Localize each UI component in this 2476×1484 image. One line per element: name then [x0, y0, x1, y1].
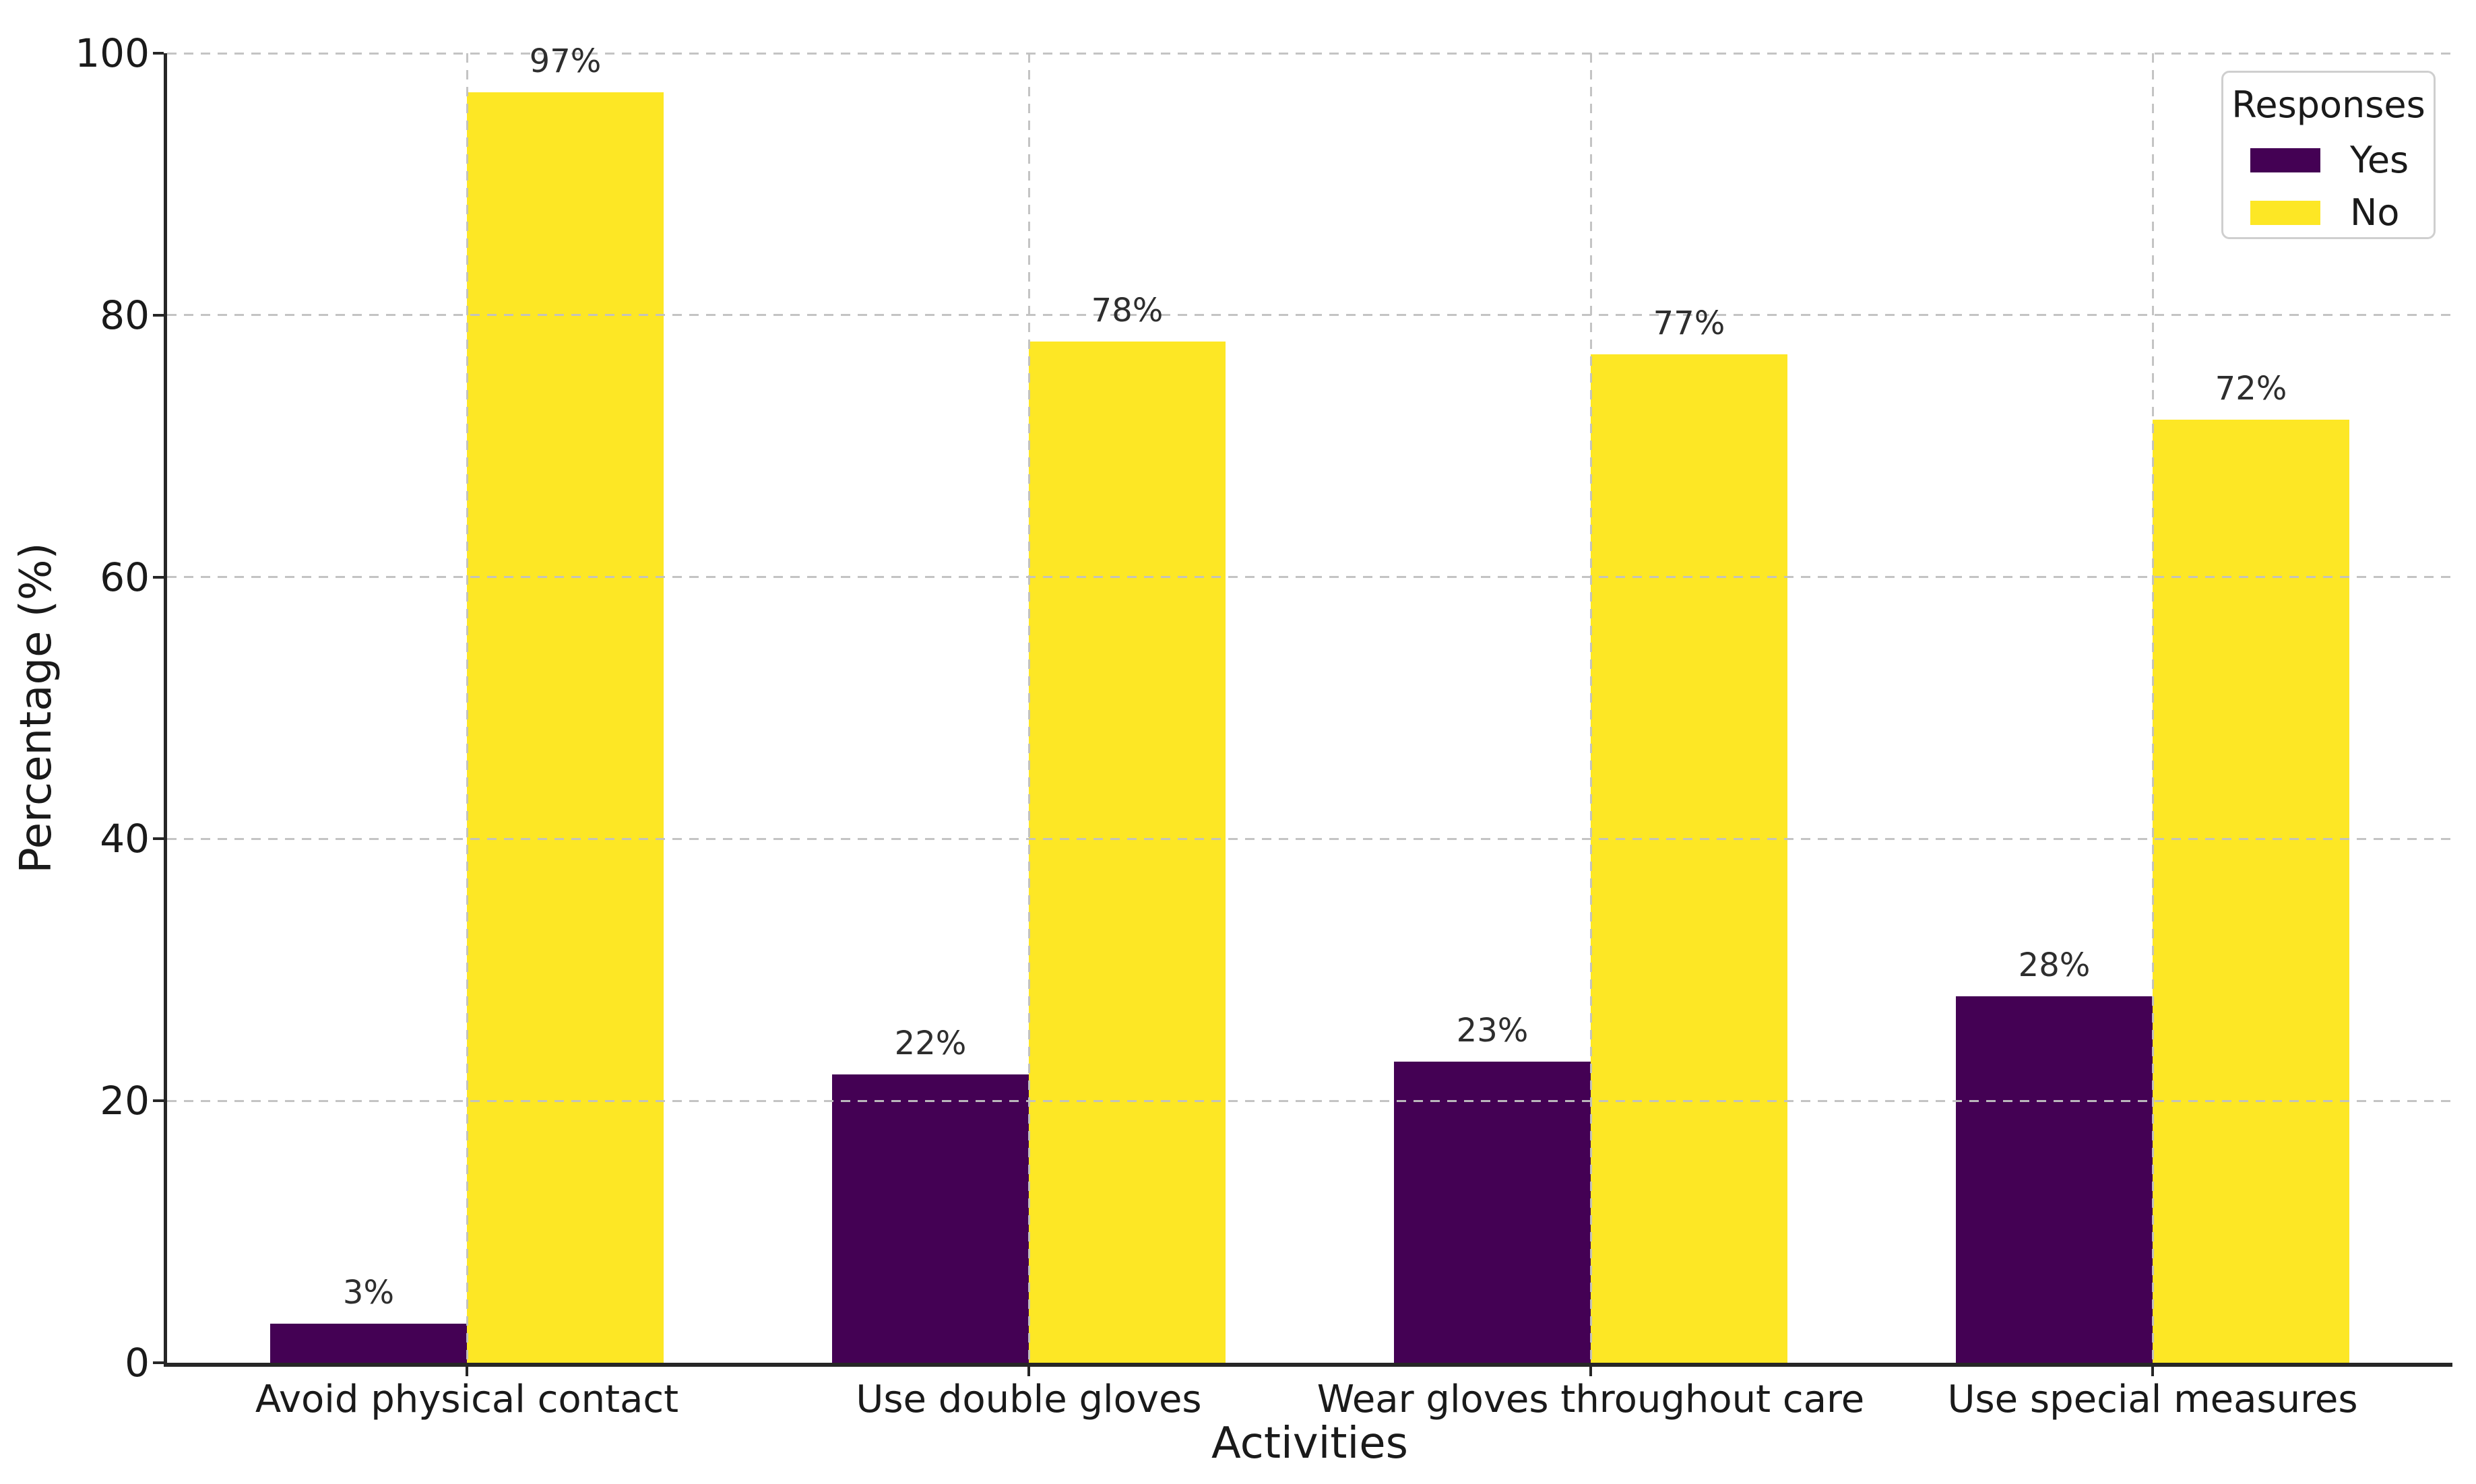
gridline-horizontal	[167, 314, 2452, 317]
y-tick-label: 80	[100, 292, 150, 338]
y-tick-label: 40	[100, 816, 150, 862]
gridline-horizontal	[167, 1099, 2452, 1102]
y-tick-mark	[153, 1099, 164, 1103]
bar-no-2	[1029, 341, 1226, 1363]
bar-value-label: 22%	[894, 1025, 967, 1063]
bar-yes-4	[1956, 996, 2153, 1363]
bar-value-label: 78%	[1091, 291, 1164, 329]
legend-swatch-no	[2250, 201, 2320, 225]
gridline-horizontal	[167, 837, 2452, 840]
y-tick-label: 0	[125, 1340, 150, 1386]
bar-value-label: 77%	[1653, 304, 1725, 343]
x-tick-label: Wear gloves throughout care	[1316, 1378, 1865, 1421]
bar-no-3	[1591, 354, 1787, 1363]
y-tick-mark	[153, 575, 164, 579]
x-tick-label: Use double gloves	[856, 1378, 1202, 1421]
bar-yes-1	[270, 1323, 467, 1363]
gridline-horizontal	[167, 52, 2452, 55]
bar-value-label: 28%	[2018, 946, 2091, 984]
x-tick-mark	[1589, 1367, 1592, 1376]
bar-yes-2	[832, 1074, 1029, 1363]
bar-value-label: 97%	[529, 42, 602, 81]
legend-entry-no: No	[2250, 195, 2434, 231]
legend-swatch-yes	[2250, 148, 2320, 172]
bar-value-label: 72%	[2215, 370, 2287, 408]
x-tick-label: Use special measures	[1947, 1378, 2358, 1421]
gridline-vertical	[1589, 53, 1592, 1363]
legend-label-no: No	[2350, 191, 2400, 234]
x-axis-title: Activities	[1211, 1419, 1408, 1469]
legend-entry-yes: Yes	[2250, 142, 2434, 179]
bar-no-4	[2153, 420, 2349, 1363]
gridline-vertical	[466, 53, 468, 1363]
bar-no-1	[467, 92, 664, 1363]
legend-label-yes: Yes	[2350, 139, 2409, 181]
bar-value-label: 3%	[342, 1273, 395, 1312]
gridline-vertical	[1027, 53, 1030, 1363]
gridline-horizontal	[167, 576, 2452, 579]
legend: Responses Yes No	[2221, 71, 2436, 239]
y-tick-mark	[153, 837, 164, 841]
x-tick-mark	[1027, 1367, 1030, 1376]
gridline-vertical	[2151, 53, 2154, 1363]
y-tick-mark	[153, 1361, 164, 1364]
y-tick-mark	[153, 52, 164, 55]
legend-title: Responses	[2231, 84, 2425, 126]
y-axis-title: Percentage (%)	[11, 542, 61, 874]
y-tick-mark	[153, 313, 164, 317]
x-tick-label: Avoid physical contact	[255, 1378, 679, 1421]
y-tick-label: 20	[100, 1078, 150, 1124]
x-tick-mark	[466, 1367, 468, 1376]
bar-yes-3	[1394, 1061, 1591, 1363]
y-tick-label: 60	[100, 554, 150, 600]
y-tick-label: 100	[75, 30, 150, 76]
plot-area: 0 20 40 60 80 100 Avoid physical contact 3% 97% U…	[75, 30, 2452, 1421]
x-tick-mark	[2151, 1367, 2154, 1376]
bar-value-label: 23%	[1456, 1011, 1529, 1050]
